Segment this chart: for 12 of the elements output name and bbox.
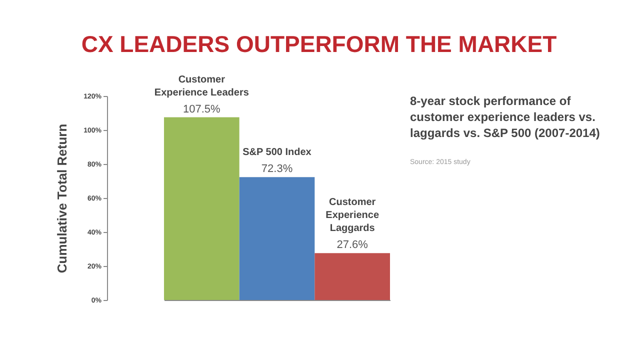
data-label: 72.3% <box>261 163 293 176</box>
chart-title: CX LEADERS OUTPERFORM THE MARKET <box>81 31 557 57</box>
data-label: 107.5% <box>183 103 221 116</box>
bar <box>164 117 240 300</box>
y-axis-title: Cumulative Total Return <box>54 124 70 274</box>
x-tick-label: Customer Experience Leaders <box>154 74 250 98</box>
x-tick-label: Customer Experience Laggards <box>326 197 380 234</box>
data-label: 27.6% <box>336 239 368 252</box>
bar <box>239 177 315 300</box>
text: 8-year stock performance of customer experience leaders vs. laggards vs. S&P 500 (2007-2014) <box>410 94 600 140</box>
x-tick-label: S&P 500 Index <box>242 147 312 158</box>
bar <box>314 253 390 300</box>
